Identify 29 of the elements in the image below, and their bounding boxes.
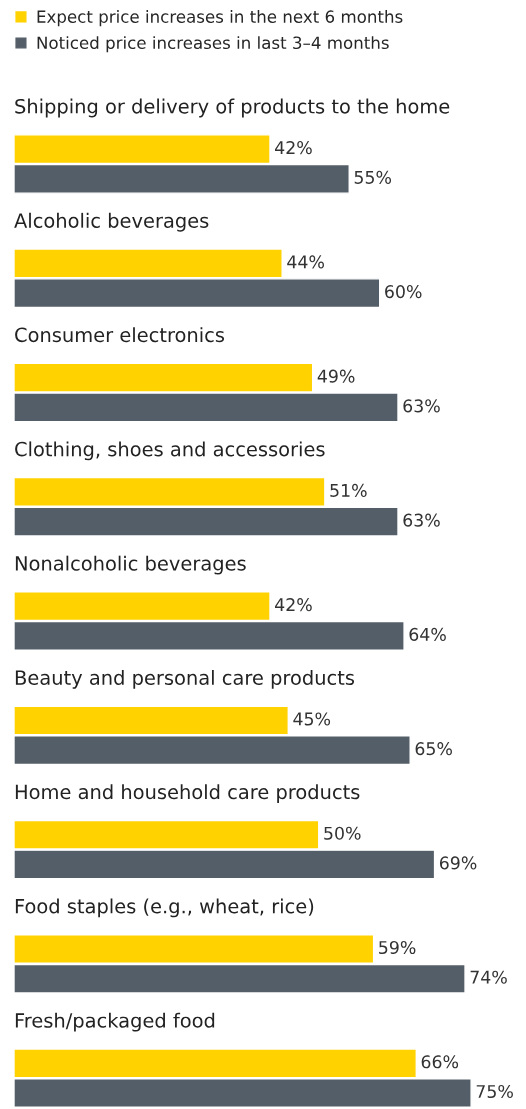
- data-label: 44%: [287, 255, 324, 269]
- y-tick-label: Consumer electronics: [15, 327, 225, 343]
- data-label: 74%: [470, 970, 507, 984]
- data-label: 50%: [324, 826, 361, 840]
- y-tick-label: Home and household care products: [15, 784, 360, 804]
- data-label: 55%: [354, 170, 392, 184]
- data-label: 65%: [415, 742, 452, 756]
- data-label: 51%: [330, 483, 367, 497]
- y-tick-label: Nonalcoholic beverages: [15, 555, 246, 575]
- legend-label: Expect price increases in the next 6 months: [37, 10, 403, 27]
- data-label: 75%: [476, 1084, 513, 1099]
- data-label: 66%: [421, 1055, 459, 1069]
- y-tick-label: Food staples (e.g., wheat, rice): [15, 898, 314, 918]
- y-tick-label: Fresh/packaged food: [15, 1012, 215, 1032]
- y-tick-label: Shipping or delivery of products to the home: [15, 98, 450, 118]
- data-label: 69%: [439, 856, 477, 870]
- legend-label: Noticed price increases in last 3–4 months: [37, 36, 389, 53]
- data-label: 49%: [317, 369, 355, 383]
- data-label: 45%: [293, 712, 331, 726]
- data-label: 63%: [403, 399, 440, 413]
- y-tick-label: Clothing, shoes and accessories: [15, 441, 325, 461]
- data-label: 59%: [379, 940, 416, 955]
- data-label: 42%: [275, 141, 312, 155]
- data-label: 64%: [409, 627, 446, 641]
- y-tick-label: Beauty and personal care products: [15, 669, 355, 689]
- data-label: 63%: [403, 513, 440, 527]
- data-label: 42%: [275, 598, 312, 612]
- y-tick-label: Alcoholic beverages: [14, 212, 209, 232]
- data-label: 60%: [385, 285, 422, 299]
